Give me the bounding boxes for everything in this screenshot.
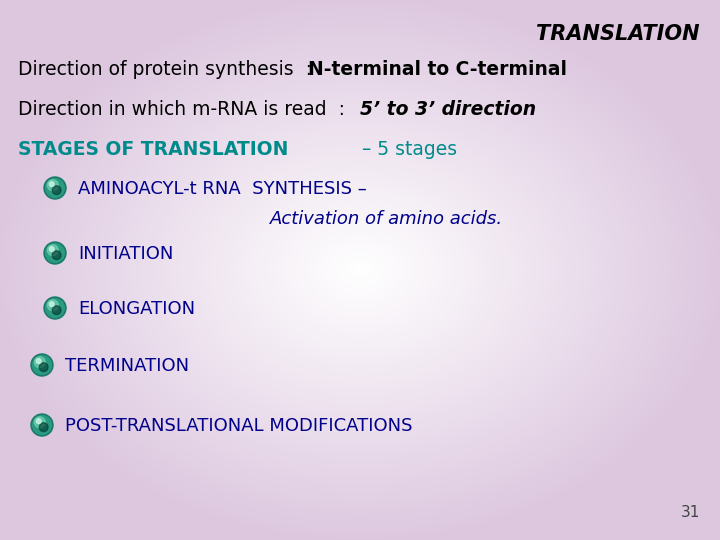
Circle shape [35, 417, 45, 428]
Circle shape [36, 418, 41, 423]
Circle shape [45, 299, 64, 318]
Circle shape [31, 354, 53, 376]
Text: STAGES OF TRANSLATION: STAGES OF TRANSLATION [18, 140, 289, 159]
Text: 5’ to 3’ direction: 5’ to 3’ direction [360, 100, 536, 119]
Circle shape [48, 300, 58, 310]
Circle shape [48, 180, 58, 191]
Text: TERMINATION: TERMINATION [65, 357, 189, 375]
Circle shape [44, 297, 66, 319]
Circle shape [53, 306, 61, 315]
Circle shape [49, 302, 54, 307]
Circle shape [32, 416, 51, 434]
Circle shape [53, 186, 61, 194]
Text: ELONGATION: ELONGATION [78, 300, 195, 318]
Circle shape [32, 356, 51, 374]
Text: POST-TRANSLATIONAL MODIFICATIONS: POST-TRANSLATIONAL MODIFICATIONS [65, 417, 413, 435]
Circle shape [45, 179, 64, 197]
Text: Activation of amino acids.: Activation of amino acids. [270, 210, 503, 228]
Circle shape [53, 251, 61, 260]
Text: – 5 stages: – 5 stages [356, 140, 457, 159]
Text: 31: 31 [680, 505, 700, 520]
Text: N-terminal to C-terminal: N-terminal to C-terminal [308, 60, 567, 79]
Circle shape [31, 414, 53, 436]
Circle shape [35, 357, 45, 368]
Circle shape [48, 245, 58, 256]
Circle shape [44, 242, 66, 264]
Text: Direction in which m-RNA is read  :: Direction in which m-RNA is read : [18, 100, 357, 119]
Text: AMINOACYL-t RNA  SYNTHESIS –: AMINOACYL-t RNA SYNTHESIS – [78, 180, 366, 198]
Circle shape [49, 247, 54, 252]
Circle shape [36, 359, 41, 363]
Circle shape [44, 177, 66, 199]
Circle shape [45, 244, 64, 262]
Text: TRANSLATION: TRANSLATION [536, 24, 700, 44]
Text: Direction of protein synthesis  :: Direction of protein synthesis : [18, 60, 318, 79]
Circle shape [40, 363, 48, 372]
Circle shape [40, 423, 48, 431]
Text: INITIATION: INITIATION [78, 245, 174, 263]
Circle shape [49, 182, 54, 186]
